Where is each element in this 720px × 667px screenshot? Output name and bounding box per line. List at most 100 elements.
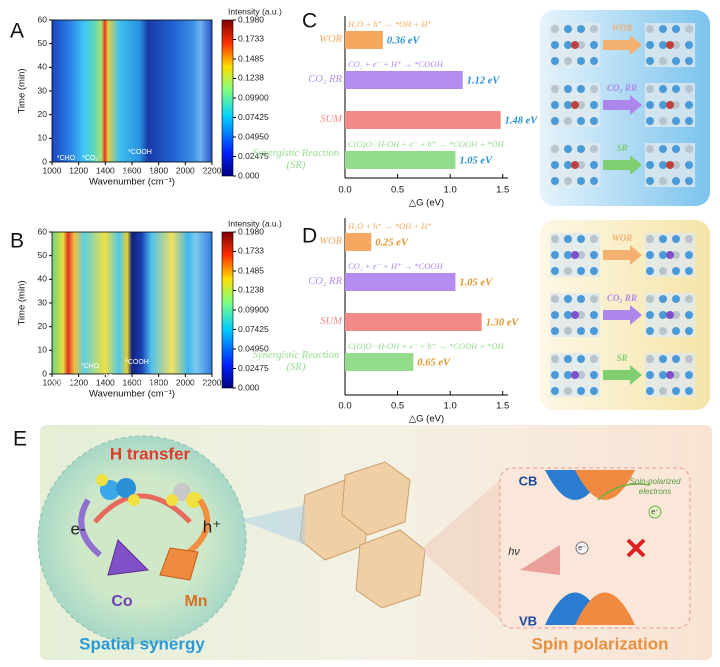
colorbar-tick-label: 0.04950 [238, 131, 269, 141]
atom [646, 295, 654, 303]
atom [564, 161, 572, 169]
atom [672, 177, 680, 185]
atom [590, 177, 598, 185]
atom [672, 85, 680, 93]
cb: CB [519, 473, 538, 488]
e_sym: e⁻ [578, 545, 586, 552]
atom [672, 295, 680, 303]
value-label: 1.05 eV [459, 277, 493, 288]
equation: H₂O + h⁺ → *OH + H⁺ [347, 221, 432, 231]
bar [345, 233, 372, 251]
y-tick-label: 50 [38, 250, 48, 260]
colorbar-tick-label: 0.1980 [238, 226, 264, 236]
x-tick-label: 1800 [149, 377, 168, 387]
category-text: Synergistic Reaction (SR) [252, 147, 340, 171]
y-tick-label: 30 [38, 297, 48, 307]
atom [577, 327, 585, 335]
atom [551, 311, 559, 319]
value-label: 1.30 eV [486, 317, 520, 328]
value-label: 1.05 eV [459, 155, 493, 166]
y-tick-label: 0 [42, 156, 47, 166]
x-tick-label: 1200 [69, 377, 88, 387]
atom [590, 295, 598, 303]
atom [672, 251, 680, 259]
atom [564, 371, 572, 379]
arrow [603, 95, 642, 115]
category-text: WOR [319, 235, 342, 247]
atom [564, 57, 572, 65]
x-tick-label: 2200 [203, 165, 222, 175]
atom [551, 251, 559, 259]
atom [646, 85, 654, 93]
annotation: *CO₂⁻ [100, 374, 120, 381]
atom [685, 355, 693, 363]
atom [685, 267, 693, 275]
colorbar-tick-label: 0.000 [238, 170, 260, 180]
colorbar-tick-label: 0.02475 [238, 363, 269, 373]
colorbar-tick-label: 0.07425 [238, 112, 269, 122]
category-text: SUM [320, 315, 342, 327]
atom [646, 327, 654, 335]
colorbar-tick-label: 0.07425 [238, 324, 269, 334]
metal [571, 161, 579, 169]
x-tick-label: 2000 [176, 165, 195, 175]
colorbar-label: Intensity (a.u.) [228, 6, 282, 16]
spin_note-1: electrons [639, 487, 671, 496]
atom [646, 355, 654, 363]
atom [659, 145, 667, 153]
atom [646, 177, 654, 185]
atom [577, 311, 585, 319]
y-tick-label: 60 [38, 14, 48, 24]
category-text: SUM [320, 113, 342, 125]
equation: H₂O + h⁺ → *OH + H⁺ [347, 19, 432, 29]
bar [345, 353, 414, 371]
atom [590, 251, 598, 259]
x-tick-label: 1000 [43, 377, 62, 387]
atom [672, 267, 680, 275]
atom [590, 327, 598, 335]
annotation: m-CO₃²⁻ [136, 381, 164, 388]
colorbar [221, 19, 234, 177]
panel: E [13, 428, 27, 451]
bar [345, 151, 456, 169]
panel-label: D [302, 225, 317, 248]
atom [659, 101, 667, 109]
atom [577, 251, 585, 259]
atom [590, 355, 598, 363]
annotation: *CO₂ [142, 172, 158, 179]
colorbar-tick-label: 0.09900 [238, 304, 269, 314]
h_transfer: H transfer [110, 444, 191, 463]
spin: Spin polarization [532, 634, 669, 653]
atom [685, 387, 693, 395]
atom [551, 25, 559, 33]
colorbar-tick-label: 0.1733 [238, 246, 264, 256]
y-axis-label: Time (min) [17, 68, 28, 113]
atom [590, 267, 598, 275]
atom [672, 145, 680, 153]
colorbar-tick-label: 0.04950 [238, 343, 269, 353]
bar [345, 111, 501, 129]
x-tick-label: 2000 [176, 377, 195, 387]
colorbar-tick-label: 0.1980 [238, 14, 264, 24]
atom [685, 145, 693, 153]
atom [646, 57, 654, 65]
colorbar-tick-label: 0.1485 [238, 265, 264, 275]
atom [685, 251, 693, 259]
electron [648, 505, 662, 519]
atom [685, 41, 693, 49]
atom [659, 25, 667, 33]
atom [577, 387, 585, 395]
bar [345, 313, 482, 331]
x-tick-label: 0.0 [338, 185, 351, 196]
arrow [603, 365, 642, 385]
atom [577, 101, 585, 109]
atom [590, 25, 598, 33]
atom [672, 355, 680, 363]
value-label: 0.36 eV [387, 35, 421, 46]
atom [685, 161, 693, 169]
atom [646, 117, 654, 125]
atom [685, 371, 693, 379]
x-tick-label: 1.0 [444, 401, 457, 412]
atom [685, 235, 693, 243]
